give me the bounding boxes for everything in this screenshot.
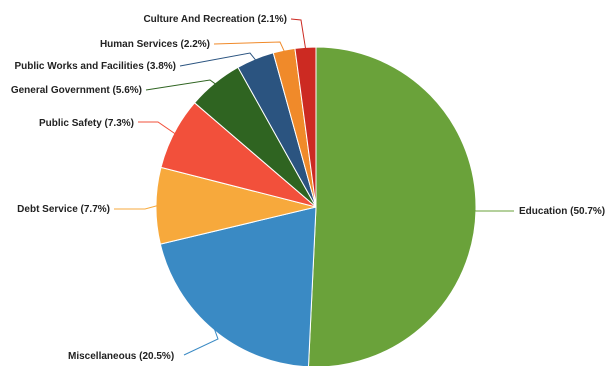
leader-line-public-safety: [138, 121, 176, 135]
slice-label-general-government: General Government (5.6%): [11, 85, 142, 96]
leader-line-general-government: [145, 79, 216, 91]
slice-label-education: Education (50.7%): [519, 206, 605, 217]
pie-slice-education[interactable]: [307, 46, 477, 366]
leader-lines: [114, 18, 514, 356]
pie-slice-miscellaneous[interactable]: [159, 206, 317, 366]
slice-labels: Education (50.7%) Miscellaneous (20.5%) De…: [11, 14, 605, 362]
slice-label-debt-service: Debt Service (7.7%): [17, 204, 110, 215]
slice-label-miscellaneous: Miscellaneous (20.5%): [68, 351, 174, 362]
leader-line-debt-service: [114, 205, 158, 210]
leader-line-human-services: [213, 41, 285, 52]
slice-label-public-safety: Public Safety (7.3%): [39, 118, 134, 129]
slice-label-public-works-and-facilities: Public Works and Facilities (3.8%): [14, 61, 176, 72]
leader-line-culture-and-recreation: [290, 18, 307, 49]
slice-label-culture-and-recreation: Culture And Recreation (2.1%): [143, 14, 287, 25]
leader-line-public-works-and-facilities: [179, 52, 256, 67]
pie-slices: [155, 46, 477, 366]
slice-label-human-services: Human Services (2.2%): [100, 39, 210, 50]
leader-line-miscellaneous: [183, 329, 219, 356]
